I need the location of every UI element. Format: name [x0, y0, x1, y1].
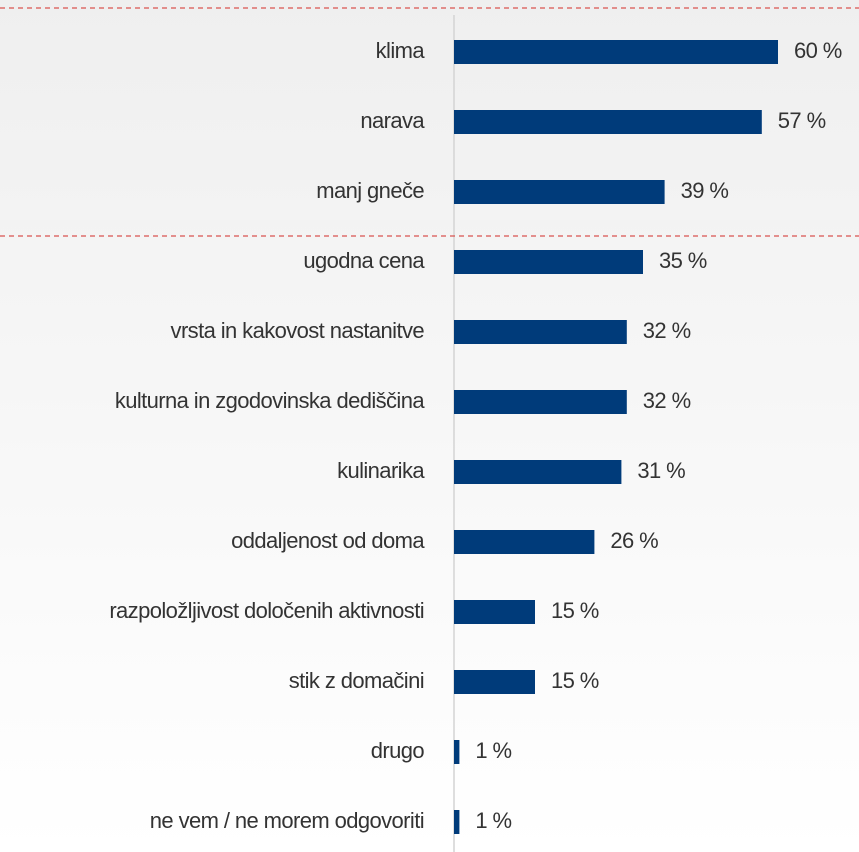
bar: [454, 740, 460, 764]
category-label: razpoložljivost določenih aktivnosti: [109, 598, 424, 623]
value-label: 32 %: [643, 388, 691, 413]
value-label: 15 %: [551, 668, 599, 693]
value-label: 1 %: [475, 738, 511, 763]
bar: [454, 670, 535, 694]
category-label: vrsta in kakovost nastanitve: [171, 318, 425, 343]
bar: [454, 600, 535, 624]
bar: [454, 250, 643, 274]
bar: [454, 460, 622, 484]
value-label: 60 %: [794, 38, 842, 63]
value-label: 1 %: [475, 808, 511, 833]
value-label: 32 %: [643, 318, 691, 343]
bar: [454, 40, 778, 64]
bar: [454, 530, 595, 554]
category-label: oddaljenost od doma: [231, 528, 425, 553]
value-label: 26 %: [610, 528, 658, 553]
category-label: drugo: [371, 738, 425, 763]
bar: [454, 110, 762, 134]
value-label: 57 %: [778, 108, 826, 133]
bar: [454, 390, 627, 414]
category-label: kulinarika: [337, 458, 425, 483]
bar: [454, 180, 665, 204]
bar: [454, 810, 460, 834]
category-label: ugodna cena: [303, 248, 425, 273]
category-label: stik z domačini: [289, 668, 424, 693]
value-label: 35 %: [659, 248, 707, 273]
value-label: 39 %: [681, 178, 729, 203]
bar: [454, 320, 627, 344]
value-label: 31 %: [637, 458, 685, 483]
category-label: kulturna in zgodovinska dediščina: [115, 388, 426, 413]
category-label: narava: [360, 108, 425, 133]
category-label: manj gneče: [316, 178, 424, 203]
category-label: ne vem / ne morem odgovoriti: [150, 808, 424, 833]
category-label: klima: [376, 38, 426, 63]
value-label: 15 %: [551, 598, 599, 623]
